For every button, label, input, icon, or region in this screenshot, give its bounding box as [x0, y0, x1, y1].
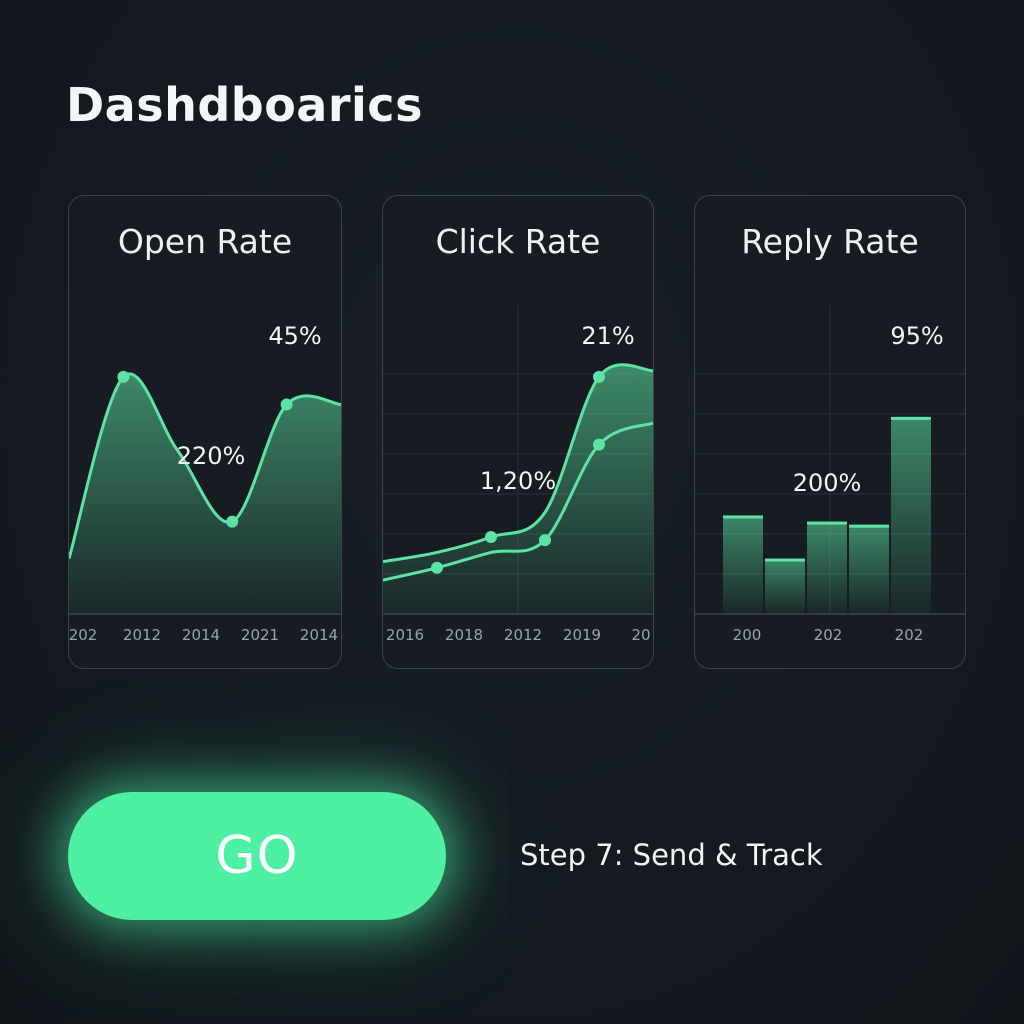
bar-top	[807, 521, 847, 525]
chart-svg: 95% 200% 200 202 202	[695, 306, 965, 644]
data-point	[117, 370, 130, 383]
data-point	[226, 515, 239, 528]
x-tick-label: 2021	[241, 626, 279, 644]
go-button-label: GO	[215, 826, 299, 886]
value-annotation: 220%	[177, 442, 246, 470]
reply-rate-card: Reply Rate 95% 200% 200 202 202	[694, 195, 966, 669]
data-point	[539, 534, 551, 547]
open-rate-card: Open Rate 45% 220% 202 2012 2014 2021 2014	[68, 195, 342, 669]
value-annotation: 95%	[890, 322, 943, 350]
data-point	[593, 438, 605, 451]
area-fill	[69, 373, 341, 614]
x-tick-label: 202	[69, 626, 97, 644]
x-tick-label: 202	[895, 626, 924, 644]
chart-svg: 21% 1,20% 2016 2018 2012 2019 20	[383, 306, 653, 644]
area-fill	[383, 364, 653, 614]
data-point	[431, 561, 443, 574]
x-tick-label: 2016	[386, 626, 424, 644]
click-rate-title: Click Rate	[435, 222, 601, 261]
bar-top	[723, 515, 763, 519]
value-annotation: 200%	[793, 469, 862, 497]
x-tick-label: 2014	[182, 626, 220, 644]
x-tick-label: 20	[631, 626, 650, 644]
x-tick-label: 202	[814, 626, 843, 644]
data-point	[593, 370, 605, 383]
reply-rate-title: Reply Rate	[741, 222, 919, 261]
bar	[807, 521, 847, 614]
value-annotation: 1,20%	[480, 467, 556, 495]
x-tick-label: 200	[733, 626, 762, 644]
bar	[765, 558, 805, 614]
bar-top	[849, 524, 889, 528]
x-tick-label: 2012	[504, 626, 542, 644]
page-title: Dashdboarics	[66, 78, 423, 132]
chart-svg: 45% 220% 202 2012 2014 2021 2014	[69, 322, 341, 644]
x-tick-label: 2018	[445, 626, 483, 644]
open-rate-title: Open Rate	[117, 222, 293, 261]
step-label: Step 7: Send & Track	[520, 838, 823, 872]
bar-top	[765, 558, 805, 562]
x-tick-label: 2014	[300, 626, 338, 644]
value-annotation: 21%	[581, 322, 634, 350]
value-annotation: 45%	[268, 322, 321, 350]
data-point	[485, 531, 497, 543]
go-button[interactable]: GO	[68, 792, 446, 920]
bar	[849, 524, 889, 614]
x-tick-label: 2019	[563, 626, 601, 644]
click-rate-card: Click Rate 21% 1,20% 2016 2018 2012 2019 20	[382, 195, 654, 669]
bar	[891, 416, 931, 614]
bar-top	[891, 416, 931, 420]
bar	[723, 515, 763, 614]
data-point	[280, 398, 293, 411]
x-tick-label: 2012	[123, 626, 161, 644]
